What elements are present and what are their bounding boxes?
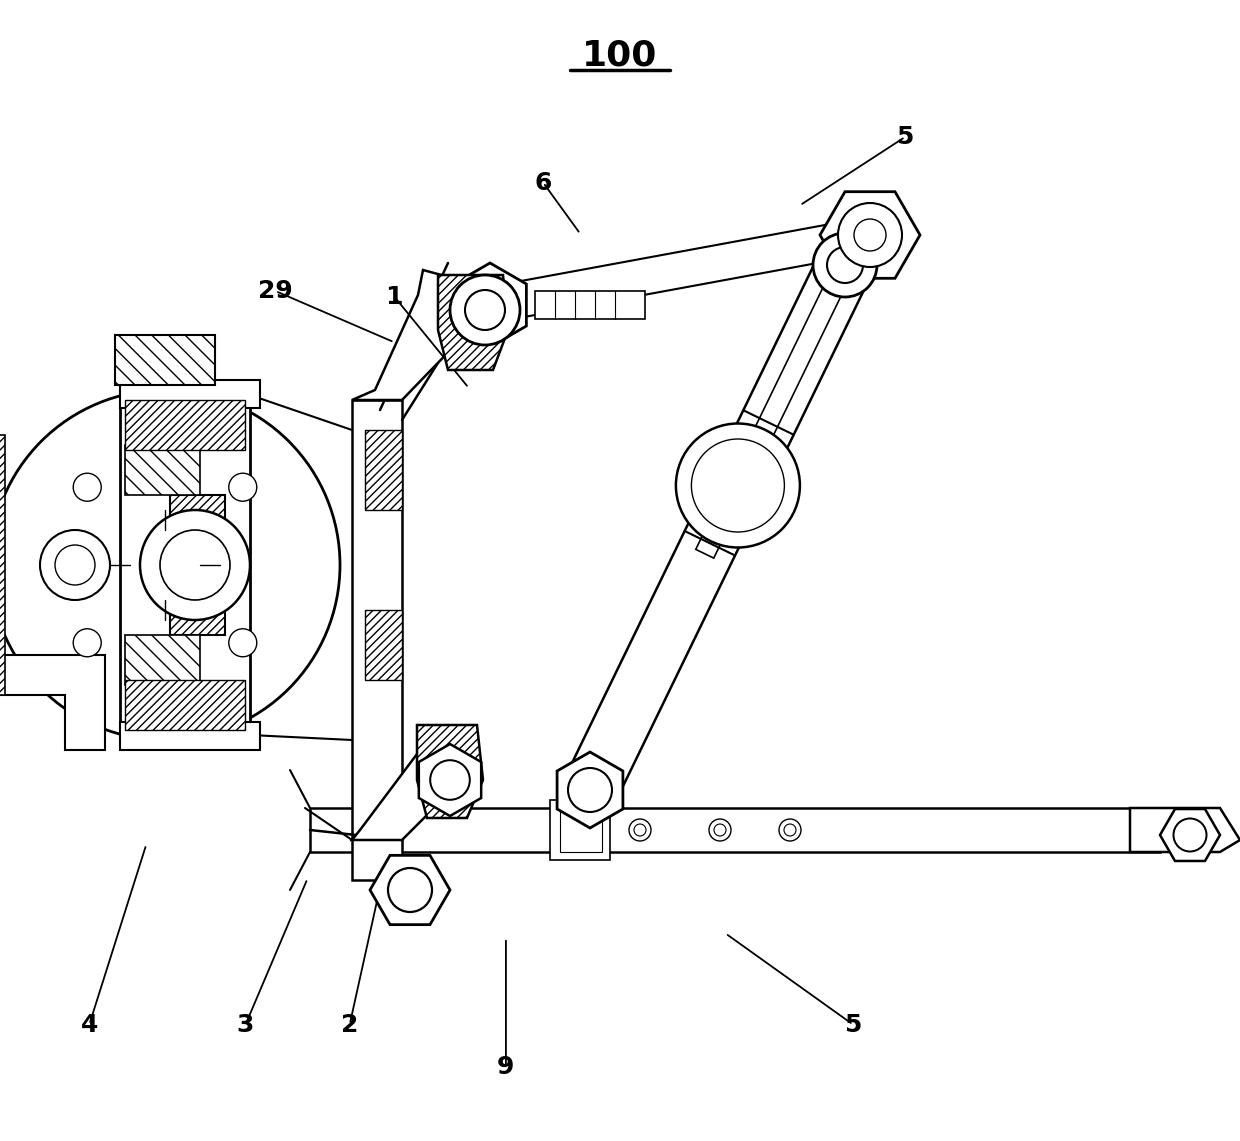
Circle shape (40, 531, 110, 600)
Bar (120, 395, 250, 735)
Text: 100: 100 (583, 38, 657, 72)
Polygon shape (0, 655, 105, 750)
Circle shape (676, 423, 800, 548)
Polygon shape (370, 856, 450, 924)
Text: 1: 1 (386, 284, 403, 309)
Text: 9: 9 (497, 1054, 515, 1079)
Circle shape (842, 208, 898, 262)
Text: 29: 29 (258, 278, 293, 304)
Circle shape (476, 291, 503, 319)
Text: 5: 5 (897, 124, 914, 149)
Circle shape (568, 768, 613, 812)
Polygon shape (1130, 808, 1240, 852)
Bar (120, 380, 260, 408)
Circle shape (73, 474, 102, 501)
Polygon shape (487, 217, 873, 323)
Circle shape (229, 629, 257, 657)
Text: 6: 6 (534, 170, 552, 195)
Circle shape (463, 277, 518, 333)
Circle shape (784, 824, 796, 836)
Bar (125, 445, 200, 495)
Circle shape (160, 531, 229, 600)
Circle shape (140, 510, 250, 620)
Bar (120, 722, 260, 750)
Polygon shape (352, 270, 460, 400)
Circle shape (827, 246, 863, 283)
Circle shape (430, 760, 470, 800)
Polygon shape (820, 192, 920, 278)
Circle shape (634, 824, 646, 836)
Text: 3: 3 (237, 1012, 254, 1037)
Polygon shape (1159, 809, 1220, 861)
Bar (115, 335, 215, 385)
Circle shape (813, 233, 877, 297)
Polygon shape (438, 275, 508, 370)
Bar (170, 495, 224, 636)
Polygon shape (417, 725, 484, 818)
Bar (352, 400, 402, 880)
Polygon shape (454, 262, 526, 347)
Circle shape (629, 819, 651, 841)
Circle shape (569, 769, 611, 811)
Polygon shape (564, 253, 870, 802)
Circle shape (1173, 818, 1207, 851)
Circle shape (692, 439, 785, 532)
Circle shape (838, 203, 901, 267)
Circle shape (854, 219, 887, 251)
Circle shape (73, 629, 102, 657)
Bar (551, 800, 610, 860)
Polygon shape (352, 730, 463, 840)
Circle shape (709, 819, 732, 841)
Bar (0, 435, 5, 695)
Text: 5: 5 (844, 1012, 862, 1037)
Bar (560, 808, 601, 852)
Bar (125, 680, 246, 730)
Text: 2: 2 (341, 1012, 358, 1037)
Circle shape (714, 824, 725, 836)
Circle shape (55, 545, 95, 585)
Polygon shape (365, 430, 402, 510)
Circle shape (388, 868, 432, 912)
Polygon shape (557, 752, 622, 828)
Bar (310, 808, 1159, 852)
Bar (125, 400, 246, 450)
Bar (534, 291, 645, 319)
Circle shape (779, 819, 801, 841)
Text: 4: 4 (81, 1012, 98, 1037)
Circle shape (450, 275, 520, 345)
Circle shape (229, 474, 257, 501)
Polygon shape (696, 260, 854, 558)
Bar (125, 636, 200, 685)
Polygon shape (419, 744, 481, 816)
Circle shape (465, 290, 505, 330)
Circle shape (467, 282, 513, 329)
Circle shape (0, 390, 340, 741)
Polygon shape (365, 610, 402, 680)
